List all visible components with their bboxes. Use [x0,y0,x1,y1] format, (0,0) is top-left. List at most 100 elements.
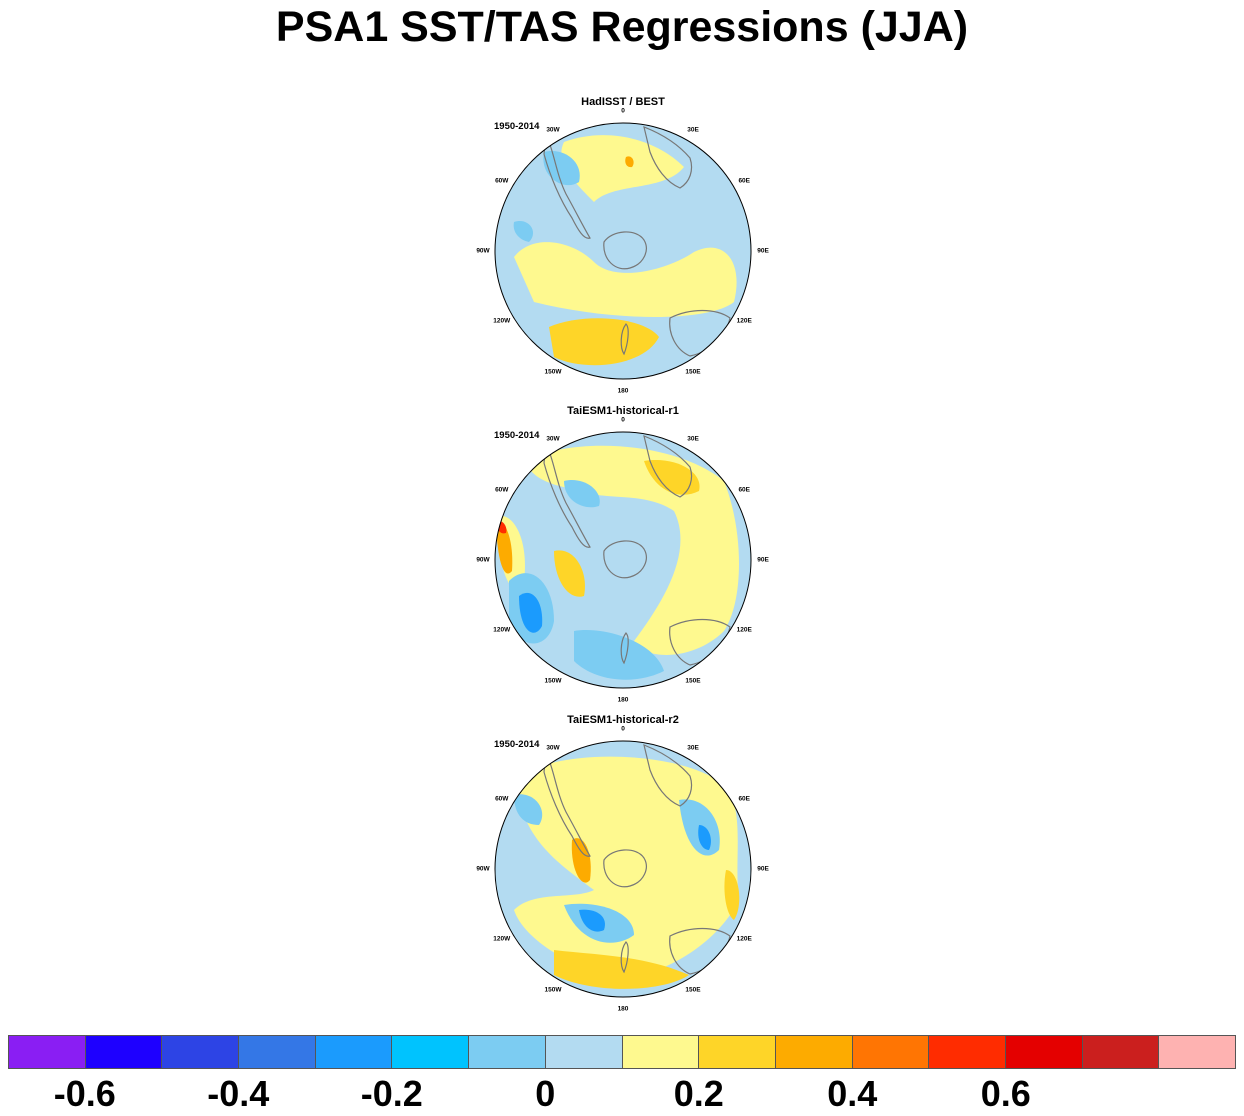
warm-anomaly-region [554,550,585,597]
longitude-label: 60W [495,795,509,803]
warm-anomaly-region [514,242,737,317]
colorbar-box [314,1035,393,1069]
cool-anomaly-region [579,909,605,932]
longitude-label: 30E [687,435,699,443]
colorbar-box [391,1035,470,1069]
warm-anomaly-region [524,445,739,655]
colorbar-box [621,1035,700,1069]
polar-map-1 [494,122,752,380]
panel-title-2: TaiESM1-historical-r1 [567,405,679,417]
warm-anomaly-region [496,520,513,574]
cool-anomaly-region [513,221,534,242]
new-zealand-landmass [620,323,629,356]
map-border [494,740,752,998]
colorbar-box [238,1035,316,1069]
antarctica-landmass [603,540,647,579]
antarctica-landmass [603,231,647,270]
warm-anomaly-region [644,460,700,495]
longitude-label: 180 [617,387,629,395]
longitude-label: 90E [757,556,769,564]
polar-map-2 [494,431,752,689]
cool-anomaly-region [519,592,543,633]
new-zealand-landmass [620,632,629,665]
colorbar-tick-label: 0 [535,1073,556,1114]
cool-anomaly-region [564,480,600,508]
page-title: PSA1 SST/TAS Regressions (JJA) [275,3,969,51]
panel-title-1: HadISST / BEST [581,96,665,108]
warm-anomaly-region [724,870,740,920]
colorbar-box [468,1035,546,1069]
longitude-label: 150E [685,677,701,685]
longitude-label: 180 [617,1005,629,1013]
colorbar-tick-label: 0.2 [673,1073,724,1114]
panel-period-2: 1950-2014 [494,430,540,441]
longitude-label: 120W [493,626,511,634]
panel-title-3: TaiESM1-historical-r2 [567,714,679,726]
polar-map-3 [494,740,752,998]
colorbar-box [161,1035,240,1069]
map-border [494,431,752,689]
longitude-label: 150E [685,986,701,994]
longitude-label: 0 [621,416,625,424]
map-border [494,122,752,380]
longitude-label: 90W [476,865,490,873]
longitude-label: 30W [546,126,560,134]
longitude-label: 180 [617,696,629,704]
longitude-label: 60E [738,177,751,185]
longitude-label: 120W [493,317,511,325]
longitude-label: 150W [544,368,562,376]
longitude-label: 120E [736,935,752,943]
warm-anomaly-region [561,135,684,202]
longitude-label: 120W [493,935,511,943]
longitude-label: 30E [687,126,699,134]
warm-anomaly-region [554,950,689,989]
colorbar-tick-label: -0.6 [53,1073,116,1114]
cool-anomaly-region [543,151,580,186]
colorbar-box [698,1035,776,1069]
longitude-label: 60W [495,177,509,185]
antarctica-landmass [603,849,647,888]
colorbar-box [1158,1035,1236,1069]
longitude-label: 90W [476,556,490,564]
colorbar-box [8,1035,86,1069]
longitude-label: 150W [544,986,562,994]
colorbar-tick-label: -0.4 [207,1073,270,1114]
colorbar-box [1004,1035,1083,1069]
africa-landmass [643,435,693,498]
panel-period-3: 1950-2014 [494,739,540,750]
colorbar-box [928,1035,1006,1069]
longitude-label: 150E [685,368,701,376]
longitude-label: 120E [736,317,752,325]
longitude-label: 120E [736,626,752,634]
panel-period-1: 1950-2014 [494,121,540,132]
cool-anomaly-region [514,794,543,825]
longitude-label: 30W [546,744,560,752]
warm-anomaly-region [549,318,659,366]
colorbar-box [774,1035,853,1069]
longitude-label: 30W [546,435,560,443]
south-america-landmass [543,443,591,548]
colorbar-box [851,1035,930,1069]
longitude-label: 0 [621,725,625,733]
longitude-label: 150W [544,677,562,685]
warm-anomaly-region [625,156,634,168]
longitude-label: 0 [621,107,625,115]
longitude-label: 60W [495,486,509,494]
colorbar-tick-label: -0.2 [360,1073,423,1114]
africa-landmass [643,744,693,807]
colorbar-tick-label: 0.6 [980,1073,1031,1114]
longitude-label: 30E [687,744,699,752]
africa-landmass [643,126,693,189]
south-america-landmass [543,134,591,239]
south-america-landmass [543,752,591,857]
longitude-label: 90W [476,247,490,255]
longitude-label: 90E [757,247,769,255]
colorbar-box [84,1035,163,1069]
longitude-label: 60E [738,486,751,494]
colorbar-box [1081,1035,1160,1069]
colorbar-box [544,1035,623,1069]
new-zealand-landmass [620,941,629,974]
colorbar-tick-label: 0.4 [827,1073,878,1114]
colorbar [8,1035,1236,1069]
longitude-label: 60E [738,795,751,803]
